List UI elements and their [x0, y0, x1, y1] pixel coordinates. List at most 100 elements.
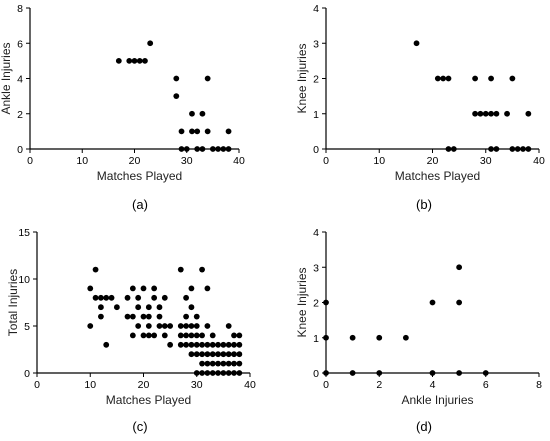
- data-point: [167, 323, 174, 329]
- y-tick-label: 4: [17, 74, 23, 86]
- data-point: [177, 341, 184, 348]
- data-point: [98, 304, 104, 311]
- data-point: [204, 360, 211, 367]
- data-point: [124, 294, 131, 301]
- y-axis-label: Total Injuries: [6, 269, 20, 336]
- y-axis-label: Knee Injuries: [295, 267, 309, 337]
- data-point: [151, 294, 158, 301]
- data-point: [236, 341, 243, 348]
- x-tick-label: 20: [138, 379, 150, 391]
- y-tick-label: 5: [24, 321, 30, 333]
- data-point: [434, 75, 441, 82]
- y-tick-label: 0: [24, 368, 30, 380]
- data-point: [183, 332, 190, 339]
- data-point: [220, 360, 227, 367]
- data-point: [376, 334, 383, 341]
- data-point: [156, 304, 163, 311]
- data-point: [236, 351, 243, 358]
- data-point: [488, 146, 494, 152]
- data-point: [183, 146, 190, 152]
- y-tick-label: 1: [313, 333, 319, 345]
- y-tick-label: 6: [17, 38, 23, 50]
- data-point: [231, 370, 237, 376]
- data-point: [151, 285, 158, 292]
- data-point: [183, 294, 190, 301]
- x-axis-label: Matches Played: [106, 393, 191, 407]
- data-point: [231, 360, 237, 367]
- data-point: [193, 332, 200, 339]
- x-tick-label: 40: [244, 379, 256, 391]
- data-point: [493, 146, 500, 152]
- data-point: [140, 332, 147, 339]
- data-point: [225, 323, 232, 329]
- data-point: [225, 370, 232, 376]
- data-point: [204, 341, 211, 348]
- data-point: [136, 57, 143, 64]
- data-point: [220, 370, 227, 376]
- data-point: [124, 313, 131, 320]
- y-tick-label: 2: [17, 109, 23, 121]
- data-point: [193, 370, 200, 376]
- data-point: [493, 110, 500, 117]
- x-axis-label: Matches Played: [97, 169, 182, 183]
- data-point: [323, 299, 329, 306]
- data-point: [456, 370, 463, 376]
- data-point: [349, 334, 356, 341]
- y-tick-label: 15: [18, 227, 30, 239]
- data-point: [199, 146, 206, 152]
- data-point: [147, 40, 154, 47]
- data-point: [445, 146, 452, 152]
- data-point: [456, 299, 463, 306]
- data-point: [161, 323, 168, 329]
- y-tick-label: 2: [313, 74, 319, 86]
- data-point: [199, 341, 205, 348]
- x-tick-label: 0: [34, 379, 40, 391]
- data-point: [156, 313, 163, 320]
- data-point: [129, 313, 136, 320]
- data-point: [440, 75, 447, 82]
- data-point: [215, 351, 221, 358]
- data-point: [188, 285, 195, 292]
- data-point: [349, 370, 356, 376]
- data-point: [323, 334, 329, 341]
- data-point: [220, 341, 227, 348]
- data-point: [87, 285, 94, 292]
- data-point: [477, 110, 484, 117]
- data-point: [188, 341, 195, 348]
- data-point: [220, 146, 227, 152]
- data-point: [204, 75, 211, 82]
- data-point: [209, 341, 216, 348]
- data-point: [204, 323, 211, 329]
- data-point: [177, 332, 184, 339]
- y-tick-label: 2: [313, 298, 319, 310]
- data-point: [482, 370, 489, 376]
- x-tick-label: 6: [483, 379, 489, 391]
- chart-panel-c: 0 10 20 30 40 0 5 10 15 Matches Played Total Injur…: [6, 227, 256, 434]
- data-point: [220, 351, 227, 358]
- data-point: [177, 266, 184, 273]
- data-point: [504, 110, 510, 117]
- data-point: [376, 370, 383, 376]
- data-point: [488, 110, 494, 117]
- data-point: [126, 57, 133, 64]
- data-point: [115, 57, 122, 64]
- data-point: [135, 304, 142, 311]
- data-point: [103, 294, 110, 301]
- x-axis-label: Ankle Injuries: [401, 393, 473, 407]
- data-point: [178, 146, 185, 152]
- data-point: [204, 370, 211, 376]
- data-point: [509, 146, 516, 152]
- data-point: [131, 57, 138, 64]
- data-point: [189, 110, 195, 117]
- data-point: [199, 370, 205, 376]
- data-point: [429, 370, 436, 376]
- data-point: [135, 323, 142, 329]
- data-point: [472, 110, 478, 117]
- x-tick-label: 10: [76, 155, 88, 167]
- chart-panel-b: 0 10 20 30 40 0 1 2 3 4 Matches Played Knee Injurie…: [295, 3, 545, 212]
- data-point: [402, 334, 409, 341]
- chart-panel-d: 0 2 4 6 8 0 1 2 3 4 Ankle Injuries Knee Injuries (d): [295, 227, 542, 434]
- x-tick-label: 20: [427, 155, 439, 167]
- data-point: [173, 75, 180, 82]
